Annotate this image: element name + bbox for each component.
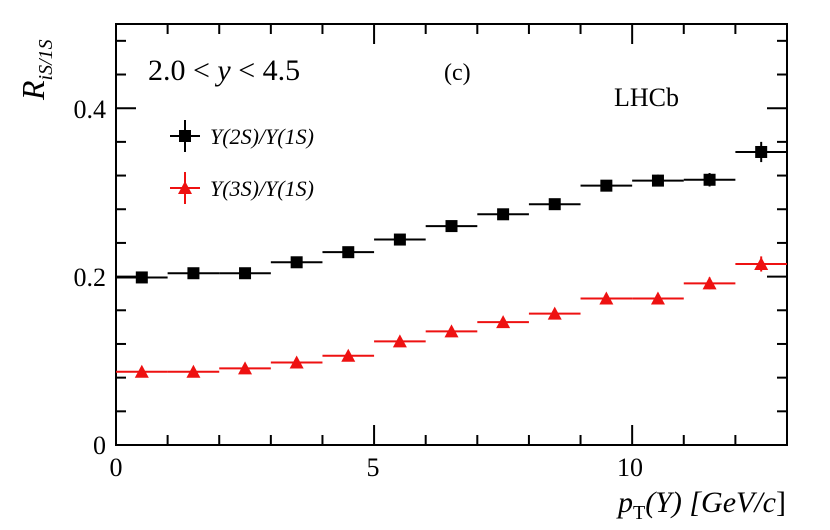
legend-3s-e: ) <box>305 176 314 201</box>
legend-3s-b: S <box>241 176 252 201</box>
x-tick-label-5: 5 <box>367 453 380 482</box>
legend-3s-d: S <box>296 176 307 201</box>
legend-label-3s: Υ(3S)/Υ(1S) <box>210 176 314 201</box>
data-point-square <box>497 208 510 221</box>
data-point-triangle <box>599 291 614 305</box>
data-point-triangle <box>702 276 717 290</box>
plot-frame <box>115 23 788 446</box>
y-tick-label-0.4: 0.4 <box>74 95 107 124</box>
data-point-square <box>393 233 406 246</box>
data-point-square <box>548 198 561 211</box>
data-point-triangle <box>134 364 149 378</box>
data-point-triangle <box>289 355 304 369</box>
data-point-triangle <box>186 364 201 378</box>
legend-3s-c: )/Υ(1 <box>250 176 296 201</box>
rapidity-var: y <box>214 54 231 87</box>
frame-layer <box>115 23 788 446</box>
x-axis-label: pT(Υ) [GeV/c] <box>616 486 786 524</box>
data-point-square <box>600 179 613 192</box>
data-point-square <box>342 246 355 259</box>
x-axis-label-close: ] <box>776 486 786 519</box>
y-axis-label-r: R <box>15 80 51 101</box>
series-3s <box>116 256 787 378</box>
data-point-square <box>445 220 458 233</box>
x-tick-label-10: 10 <box>617 453 643 482</box>
x-axis-label-sub: T <box>633 502 645 524</box>
x-axis-label-c: c <box>763 486 776 519</box>
series-layer <box>116 141 787 378</box>
y-tick-label-0: 0 <box>93 431 106 460</box>
data-point-square <box>187 267 200 280</box>
legend-3s-a: Υ(3 <box>210 176 241 201</box>
rapidity-pre: 2.0 < <box>148 54 217 87</box>
data-point-triangle <box>547 306 562 320</box>
y-tick-label-0.2: 0.2 <box>74 263 107 292</box>
data-point-square <box>290 256 303 269</box>
experiment-label: LHCb <box>614 83 679 112</box>
panel-label: (c) <box>444 60 471 86</box>
rapidity-annotation: 2.0 < y < 4.5 <box>148 54 300 87</box>
legend-2s-c: )/Υ(1 <box>250 124 296 149</box>
legend-marker-2s <box>170 120 200 152</box>
x-axis-label-p: p <box>616 486 633 519</box>
data-point-triangle <box>392 334 407 348</box>
data-point-triangle <box>341 348 356 362</box>
y-axis-label: RiS/1S <box>15 39 57 101</box>
data-point-triangle <box>496 315 511 329</box>
legend: Υ(2S)/Υ(1S) Υ(3S)/Υ(1S) <box>170 120 314 204</box>
data-point-square <box>651 174 664 187</box>
legend-marker-3s <box>170 172 200 204</box>
data-point-square <box>755 145 768 158</box>
data-point-triangle <box>650 291 665 305</box>
legend-2s-a: Υ(2 <box>210 124 241 149</box>
data-point-square <box>239 267 252 280</box>
data-point-triangle <box>444 324 459 338</box>
x-axis-label-rest: (Υ) [GeV/ <box>645 486 765 519</box>
series-2s <box>116 141 787 284</box>
legend-2s-d: S <box>296 124 307 149</box>
x-tick-label-0: 0 <box>110 453 123 482</box>
rapidity-post: < 4.5 <box>231 54 300 87</box>
data-point-square <box>703 173 716 186</box>
y-axis-label-sub: iS/1S <box>35 39 57 80</box>
ticks-layer <box>115 24 788 446</box>
data-point-square <box>135 271 148 284</box>
legend-2s-b: S <box>241 124 252 149</box>
legend-2s-e: ) <box>305 124 314 149</box>
data-point-triangle <box>754 256 769 270</box>
data-point-triangle <box>238 361 253 375</box>
legend-label-2s: Υ(2S)/Υ(1S) <box>210 124 314 149</box>
